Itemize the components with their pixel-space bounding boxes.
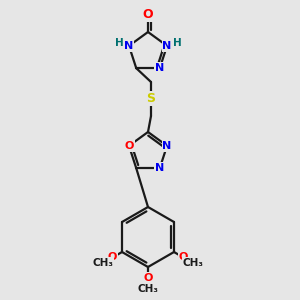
Text: N: N xyxy=(162,141,172,151)
Text: N: N xyxy=(155,63,164,73)
Text: CH₃: CH₃ xyxy=(92,258,113,268)
Text: H: H xyxy=(172,38,182,48)
Text: O: O xyxy=(124,141,134,151)
Text: N: N xyxy=(162,41,172,51)
Text: N: N xyxy=(124,41,134,51)
Text: O: O xyxy=(108,253,117,262)
Text: O: O xyxy=(143,273,153,283)
Text: CH₃: CH₃ xyxy=(137,284,158,294)
Text: N: N xyxy=(155,163,164,173)
Text: O: O xyxy=(179,253,188,262)
Text: H: H xyxy=(115,38,123,48)
Text: CH₃: CH₃ xyxy=(182,258,203,268)
Text: S: S xyxy=(146,92,155,104)
Text: O: O xyxy=(143,8,153,20)
